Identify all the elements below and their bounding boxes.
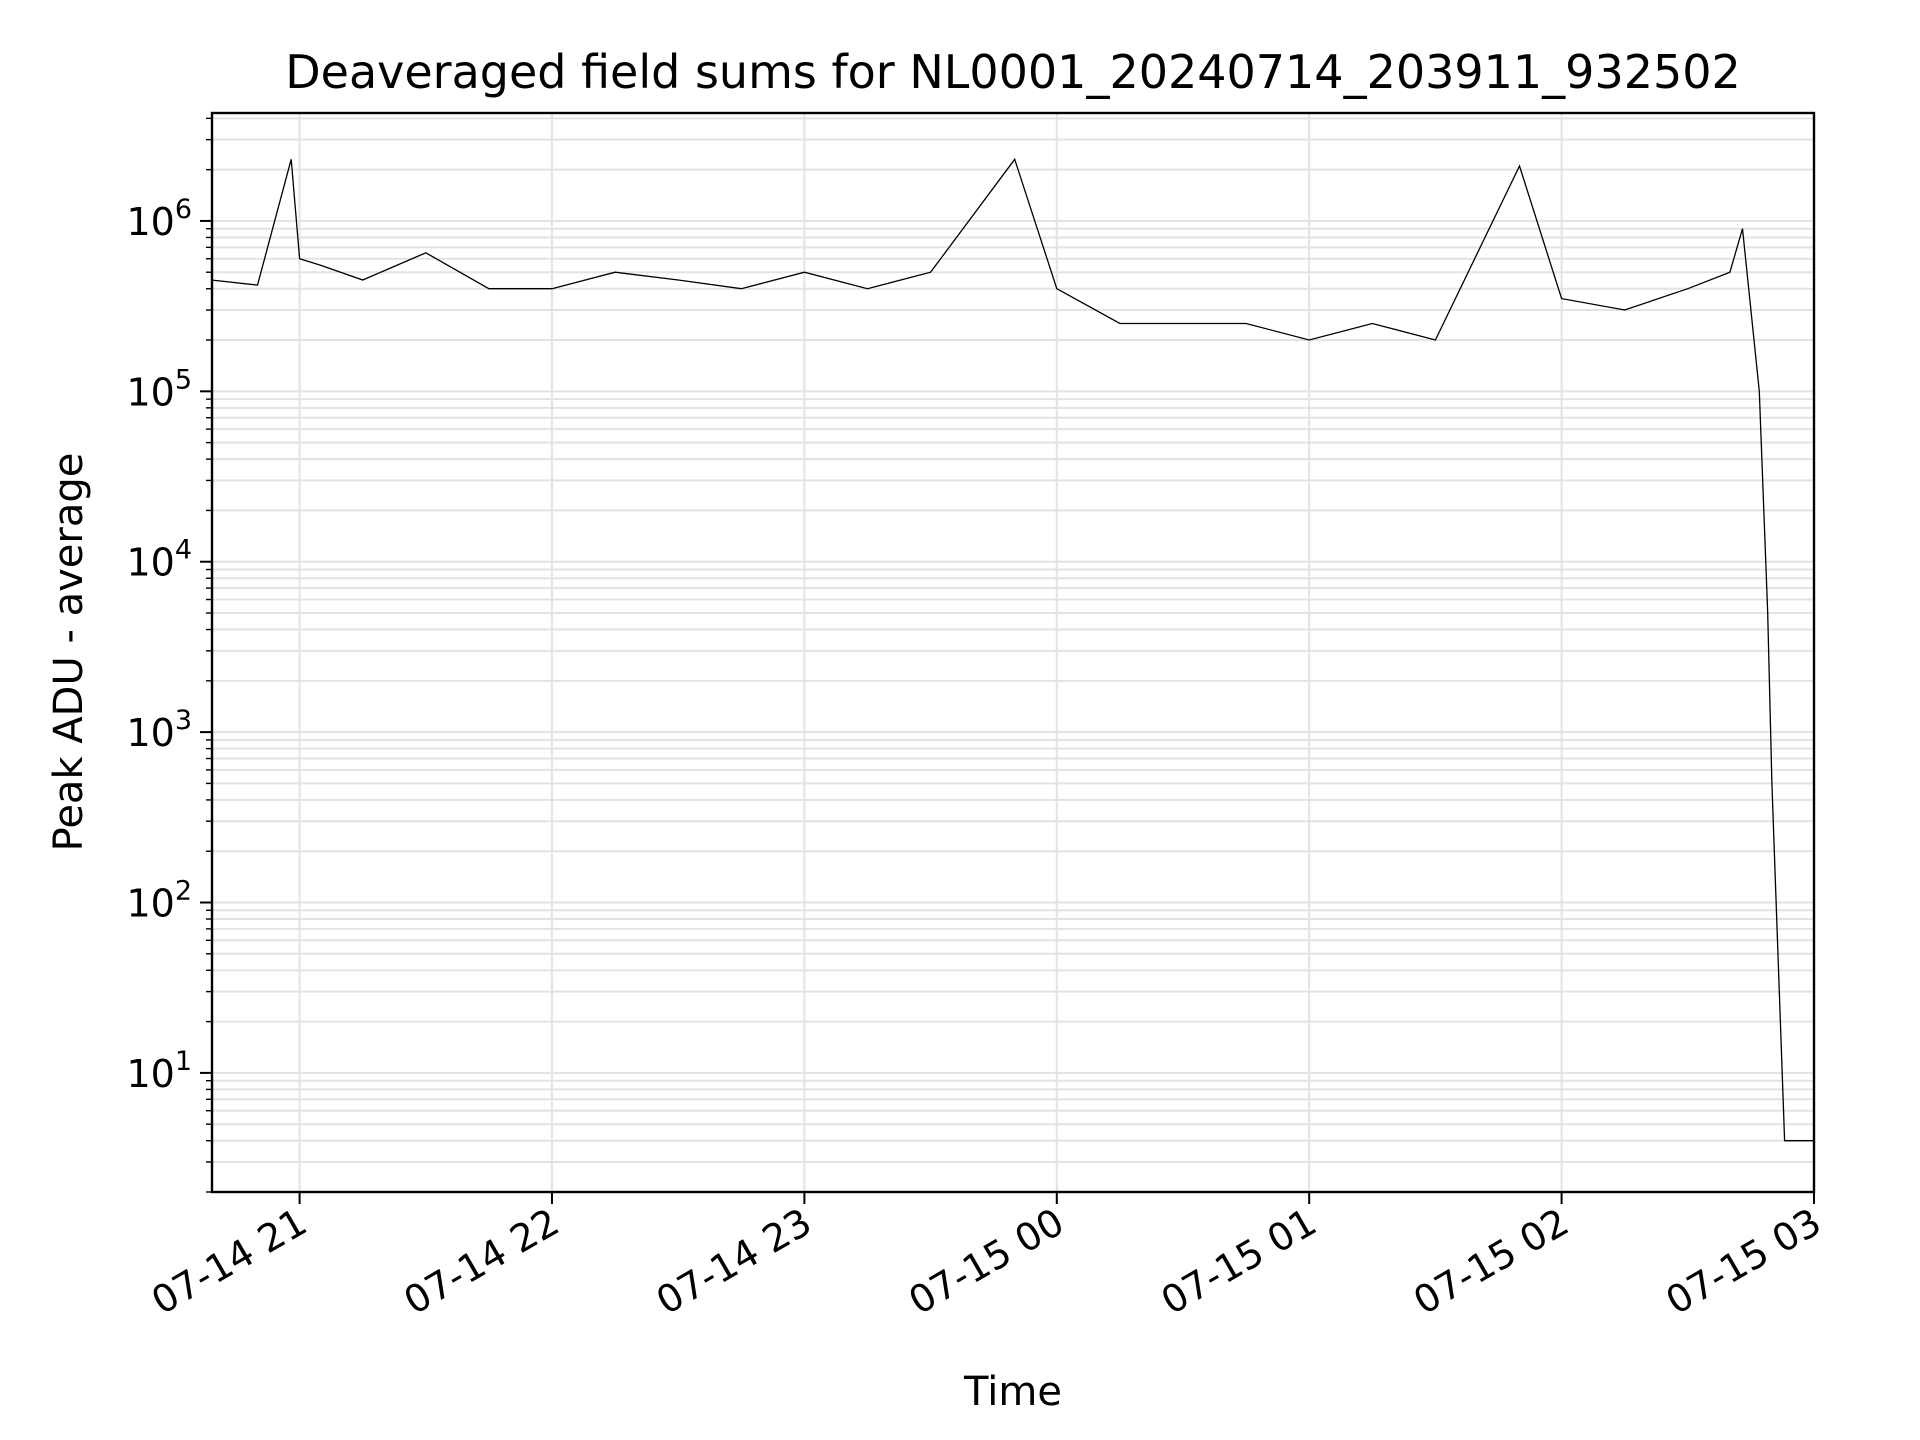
x-tick-label: 07-15 01: [1154, 1200, 1324, 1324]
ticks: 07-14 21 07-14 22 07-14 23 07-15 00 07-15 01…: [126, 117, 1829, 1324]
x-tick-label: 07-14 22: [397, 1200, 567, 1324]
chart-title: Deaveraged field sums for NL0001_2024071…: [285, 45, 1741, 99]
y-tick-label: 103: [126, 705, 192, 755]
plot-frame: [210, 111, 1816, 1194]
y-tick-label: 104: [126, 535, 192, 585]
y-tick-label: 101: [126, 1046, 192, 1096]
x-tick-label: 07-14 23: [649, 1200, 819, 1324]
x-tick-label: 07-15 02: [1406, 1200, 1576, 1324]
y-tick-label: 106: [126, 194, 192, 244]
y-tick-label: 105: [126, 364, 192, 414]
x-tick-label: 07-15 00: [901, 1200, 1071, 1324]
y-tick-label: 102: [126, 876, 192, 926]
x-tick-label: 07-14 21: [144, 1200, 314, 1324]
x-axis-label: Time: [963, 1369, 1062, 1415]
grid: [212, 113, 1815, 1193]
x-tick-label: 07-15 03: [1659, 1200, 1829, 1324]
series-line: [211, 157, 1814, 1142]
y-axis-label: Peak ADU - average: [46, 453, 92, 852]
